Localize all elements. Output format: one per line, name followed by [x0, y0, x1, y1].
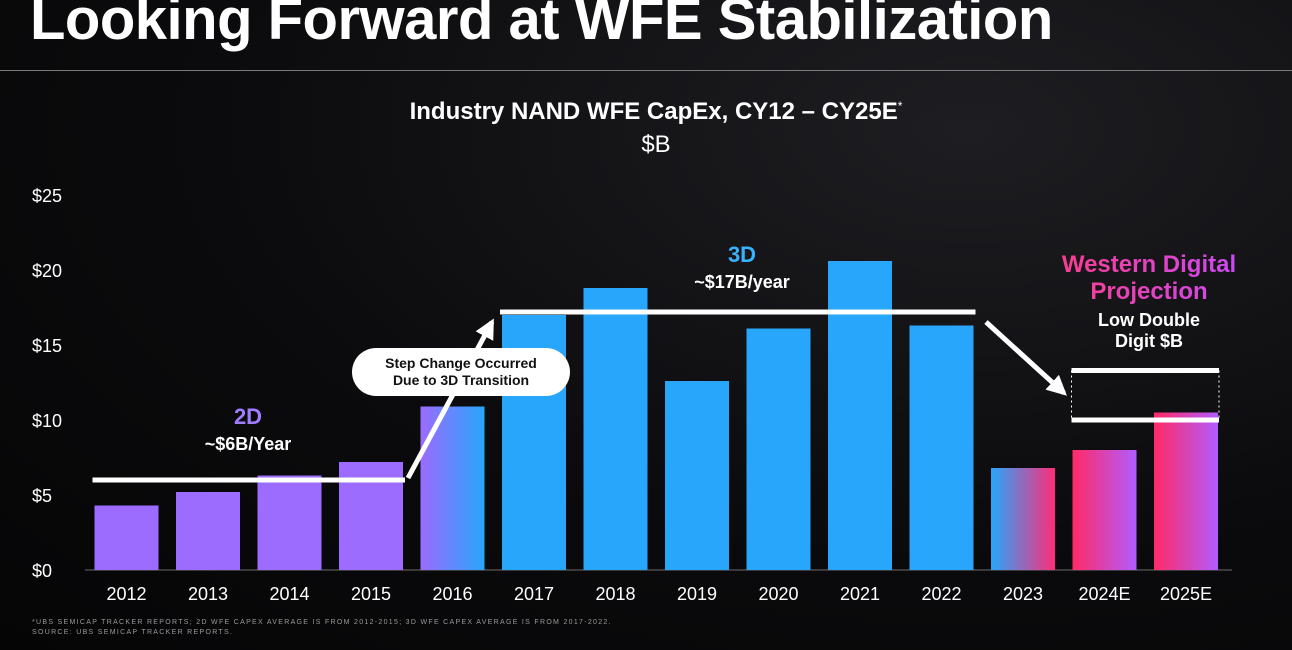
x-tick-label: 2021	[840, 584, 880, 604]
x-tick-label: 2019	[677, 584, 717, 604]
callout-line-2: Due to 3D Transition	[392, 372, 530, 388]
chart-title-marker: *	[897, 99, 903, 113]
projection-note: Low Double Digit $B	[1046, 310, 1252, 352]
x-tick-label: 2025E	[1160, 584, 1212, 604]
y-tick-label: $10	[32, 411, 62, 431]
x-tick-label: 2015	[351, 584, 391, 604]
era-3d-value: ~$17B/year	[694, 272, 790, 292]
bar-2012	[94, 505, 159, 570]
projection-arrow	[984, 320, 1067, 396]
bar-2014	[257, 475, 322, 570]
bar-2018	[583, 288, 648, 570]
x-axis: 2012 2013 2014 2015 2016 2017 2018 2019 2020 2021…	[106, 584, 1212, 604]
bar-2023	[991, 468, 1055, 570]
y-axis: $0 $5 $10 $15 $20 $25	[32, 186, 62, 581]
projection-note-line-2: Digit $B	[1114, 331, 1183, 351]
projection-line-2: Projection	[1090, 278, 1208, 305]
x-tick-label: 2023	[1003, 584, 1043, 604]
callout-line-1: Step Change Occurred	[385, 355, 537, 371]
x-tick-label: 2024E	[1078, 584, 1130, 604]
bar-2022	[909, 325, 974, 570]
era-3d-label: 3D	[727, 242, 757, 267]
y-tick-label: $15	[32, 336, 62, 356]
x-tick-label: 2018	[595, 584, 635, 604]
x-tick-label: 2020	[758, 584, 798, 604]
chart-title: Industry NAND WFE CapEx, CY12 – CY25E*	[0, 98, 1292, 126]
title-divider	[0, 70, 1292, 71]
chart-subtitle: $B	[641, 131, 671, 158]
bar-2013	[176, 492, 240, 570]
x-tick-label: 2013	[188, 584, 228, 604]
x-tick-label: 2017	[514, 584, 554, 604]
x-tick-label: 2014	[269, 584, 309, 604]
chart-title-text: Industry NAND WFE CapEx, CY12 – CY25E	[409, 98, 898, 125]
y-tick-label: $25	[32, 186, 62, 206]
bar-2019	[665, 381, 729, 570]
bar-2024e	[1072, 450, 1137, 570]
page-title: Looking Forward at WFE Stabilization	[30, 0, 1053, 52]
y-tick-label: $5	[32, 486, 52, 506]
bar-2020	[746, 328, 811, 570]
projection-note-line-1: Low Double	[1098, 310, 1200, 330]
x-tick-label: 2022	[921, 584, 961, 604]
projection-line-1: Western Digital	[1061, 251, 1237, 278]
y-tick-label: $20	[32, 261, 62, 281]
x-tick-label: 2016	[432, 584, 472, 604]
bar-2016	[420, 406, 485, 570]
y-tick-label: $0	[32, 561, 52, 581]
era-2d-value: ~$6B/Year	[204, 434, 292, 454]
bar-2021	[828, 261, 892, 570]
x-tick-label: 2012	[106, 584, 146, 604]
step-change-callout: Step Change Occurred Due to 3D Transitio…	[352, 348, 570, 396]
footnote-source: SOURCE: UBS SEMICAP TRACKER REPORTS.	[32, 629, 234, 636]
projection-heading: Western Digital Projection	[1040, 251, 1258, 305]
footnote-methodology: *UBS SEMICAP TRACKER REPORTS; 2D WFE CAP…	[32, 619, 612, 626]
average-lines	[92, 309, 1220, 483]
bar-2025e	[1154, 412, 1218, 570]
era-2d-label: 2D	[233, 404, 263, 429]
